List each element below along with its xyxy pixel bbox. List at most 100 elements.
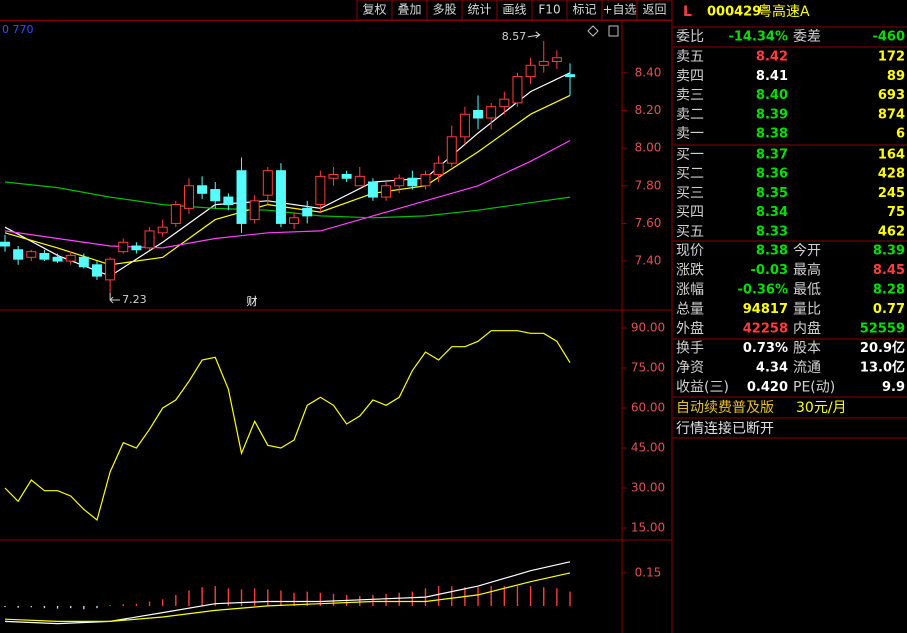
toolbar-label[interactable]: 多股 — [432, 3, 456, 17]
market-marker: L — [683, 4, 692, 20]
y-tick-label: 90.00 — [631, 321, 665, 335]
quote-value: -0.03 — [751, 263, 788, 278]
toolbar-label[interactable]: 标记 — [572, 3, 596, 17]
quote-label: 总量 — [676, 302, 704, 318]
toolbar-label[interactable]: 复权 — [362, 3, 386, 17]
quote-label: 涨跌 — [676, 263, 704, 279]
candle-body — [302, 207, 313, 217]
series-line — [4, 140, 571, 249]
quote-label: 股本 — [793, 341, 821, 357]
quote-value: -0.36% — [738, 283, 789, 298]
candle-body — [0, 241, 10, 247]
candle-body — [249, 200, 260, 221]
toolbar-label[interactable]: F10 — [538, 3, 560, 17]
candle-body — [459, 113, 470, 138]
promo-text[interactable]: 自动续费普及版 — [676, 399, 774, 416]
book-price: 8.35 — [756, 186, 788, 201]
candle-body — [65, 254, 76, 262]
book-price: 8.33 — [756, 224, 788, 239]
book-label: 买四 — [676, 205, 704, 221]
toolbar-label[interactable]: 画线 — [502, 3, 526, 17]
y-tick-label: 7.80 — [635, 178, 662, 192]
y-tick-label: 60.00 — [631, 401, 665, 415]
quote-label: 内盘 — [793, 320, 821, 337]
quote-value: 8.45 — [873, 263, 905, 278]
candle-body — [328, 173, 339, 179]
toolbar-label[interactable]: 叠加 — [397, 3, 421, 17]
toolbar-button[interactable] — [636, 0, 673, 21]
candle-body — [118, 241, 129, 253]
toolbar-label[interactable]: 返回 — [642, 3, 666, 17]
candle-body — [144, 230, 155, 249]
y-tick-label: 75.00 — [631, 361, 665, 375]
quote-value: 94817 — [743, 302, 788, 317]
y-tick-label: 8.40 — [635, 65, 662, 79]
candle-body — [223, 196, 234, 206]
y-tick-label: 15.00 — [631, 521, 665, 535]
book-label: 卖四 — [676, 68, 704, 84]
candle-body — [486, 106, 497, 119]
candle-body — [13, 249, 24, 260]
book-volume: 89 — [887, 69, 905, 84]
candle-body — [52, 256, 63, 262]
candle-body — [525, 64, 536, 78]
book-volume: 172 — [878, 50, 905, 65]
promo-price[interactable]: 30元/月 — [796, 400, 847, 416]
book-volume: 462 — [878, 224, 905, 239]
quote-label: 换手 — [676, 340, 704, 357]
candle-body — [39, 253, 50, 260]
y-tick-label: 8.20 — [635, 103, 662, 117]
quote-value: 20.9亿 — [860, 340, 905, 356]
book-volume: 75 — [887, 205, 905, 220]
book-price: 8.34 — [756, 205, 788, 220]
candle-body — [381, 185, 392, 198]
book-volume: 693 — [878, 88, 905, 103]
quote-label: 委比 — [676, 29, 704, 45]
toolbar-label[interactable]: 统计 — [467, 3, 491, 17]
candle-body — [236, 170, 247, 224]
candle-body — [565, 74, 576, 78]
book-price: 8.36 — [756, 167, 788, 182]
quote-value: 42258 — [743, 322, 788, 337]
book-volume: 164 — [878, 148, 905, 163]
book-label: 买三 — [676, 185, 704, 201]
quote-label: 最低 — [793, 282, 821, 298]
toolbar-label[interactable]: +自选 — [602, 3, 636, 17]
candle-body — [407, 177, 418, 187]
quote-label: 流通 — [793, 360, 821, 376]
candle-body — [367, 181, 378, 198]
candle-body — [315, 175, 326, 206]
y-tick-label: 7.60 — [635, 216, 662, 230]
candle-body — [538, 61, 549, 66]
quote-value: -14.34% — [728, 30, 788, 45]
book-volume: 428 — [878, 167, 905, 182]
candle-body — [170, 204, 181, 224]
high-arrow — [527, 31, 541, 39]
candle-body — [354, 175, 365, 187]
candle-body — [210, 189, 221, 202]
y-tick-label: 8.00 — [635, 141, 662, 155]
icon — [587, 25, 599, 37]
quote-value: 0.420 — [747, 380, 788, 395]
book-price: 8.37 — [756, 148, 788, 163]
candle-body — [26, 251, 37, 258]
candle-body — [433, 162, 444, 175]
quote-label: PE(动) — [793, 380, 835, 396]
book-label: 卖三 — [676, 88, 704, 104]
quote-value: 0.73% — [743, 341, 788, 356]
candle-body — [91, 264, 102, 277]
candle-body — [394, 177, 405, 187]
candle-body — [420, 173, 431, 187]
quote-value: 8.38 — [756, 244, 788, 259]
quote-label: 外盘 — [676, 320, 704, 337]
quote-value: 9.9 — [882, 380, 905, 395]
candle-body — [512, 76, 523, 104]
quote-label: 现价 — [676, 243, 704, 259]
stock-name: 粤高速A — [758, 3, 810, 20]
y-tick-label: 45.00 — [631, 441, 665, 455]
quote-value: 13.0亿 — [860, 360, 905, 376]
book-price: 8.42 — [756, 50, 788, 65]
quote-label: 今开 — [793, 243, 821, 259]
high-label: 8.57 — [502, 30, 527, 43]
